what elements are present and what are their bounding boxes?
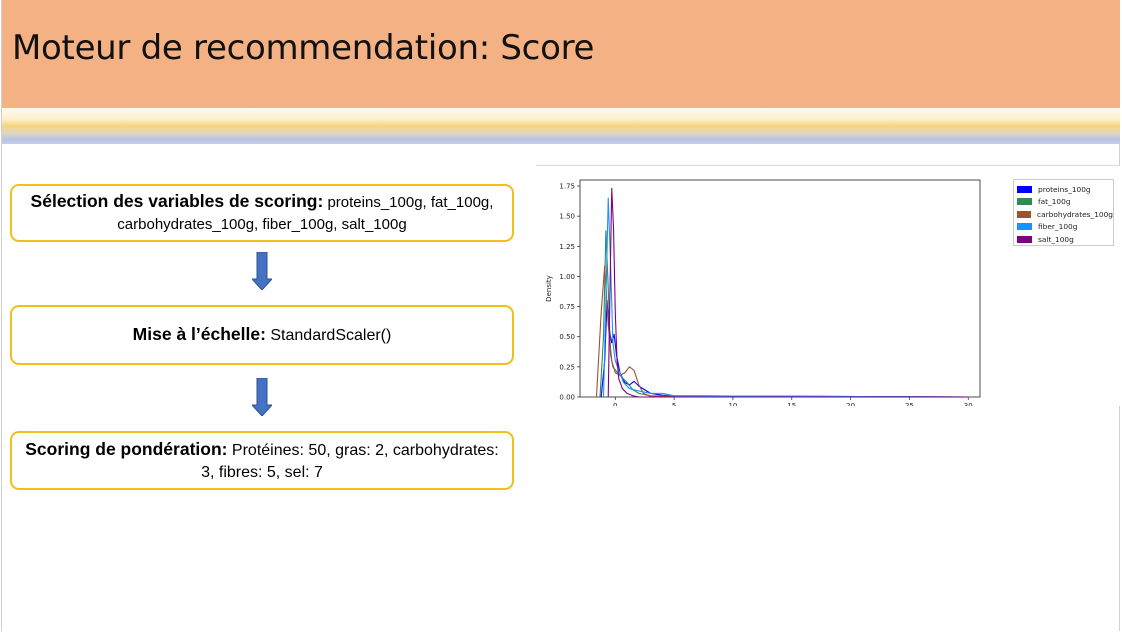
legend-label: salt_100g	[1038, 234, 1074, 244]
legend-item: salt_100g	[1017, 233, 1113, 246]
step-selection-text: proteins_100g, fat_100g, carbohydrates_1…	[117, 194, 494, 233]
y-tick-label: 1.00	[559, 273, 575, 281]
step-scaling: Mise à l’échelle: StandardScaler()	[10, 305, 514, 365]
legend-label: carbohydrates_100g	[1037, 209, 1113, 219]
density-line-proteins_100g	[600, 300, 969, 398]
x-tick-label: 15	[787, 402, 796, 406]
y-tick-label: 1.75	[559, 183, 575, 191]
y-tick-label: 0.25	[559, 363, 575, 371]
step-selection-label: Sélection des variables de scoring:	[30, 191, 324, 211]
legend-item: fiber_100g	[1017, 221, 1113, 234]
legend-label: fat_100g	[1038, 197, 1071, 207]
y-tick-label: 0.50	[559, 333, 575, 341]
plot-area	[579, 179, 981, 398]
slide-header: Moteur de recommendation: Score	[2, 0, 1120, 108]
density-chart-svg: 0 5 10 15 20 25 30 0.00 0.25 0.50 0.75 1.00 1.25 1.50…	[545, 179, 981, 406]
density-line-fiber_100g	[602, 197, 969, 398]
x-tick-label: 20	[846, 402, 855, 406]
step-weighting: Scoring de pondération: Protéines: 50, g…	[10, 431, 514, 490]
y-tick-label: 0.00	[559, 394, 575, 402]
step-scaling-text: StandardScaler()	[265, 327, 392, 344]
density-line-salt_100g	[607, 187, 969, 398]
legend-label: fiber_100g	[1038, 222, 1078, 232]
x-tick-label: 0	[613, 402, 617, 406]
legend-item: fat_100g	[1017, 196, 1113, 209]
legend-item: proteins_100g	[1017, 183, 1113, 196]
legend-swatch	[1017, 198, 1032, 206]
y-axis-label: Density	[545, 275, 553, 302]
step-weighting-label: Scoring de pondération:	[25, 438, 228, 459]
x-tick-label: 5	[672, 402, 676, 406]
legend-item: carbohydrates_100g	[1017, 208, 1113, 221]
legend-swatch	[1017, 210, 1032, 218]
y-tick-label: 1.25	[559, 243, 575, 251]
step-scaling-label: Mise à l’échelle:	[132, 324, 266, 344]
down-arrow-icon	[252, 252, 272, 290]
legend-label: proteins_100g	[1038, 184, 1091, 194]
density-line-fat_100g	[599, 230, 969, 398]
y-tick-label: 1.50	[559, 213, 575, 221]
legend-swatch	[1017, 185, 1032, 193]
legend-swatch	[1017, 235, 1032, 243]
legend-swatch	[1017, 223, 1032, 231]
decorative-gradient-band	[2, 108, 1120, 144]
y-tick-label: 0.75	[559, 303, 575, 311]
x-tick-label: 10	[728, 402, 737, 406]
slide-title: Moteur de recommendation: Score	[12, 28, 595, 68]
down-arrow-icon	[252, 378, 272, 416]
x-tick-label: 30	[964, 402, 973, 406]
step-variable-selection: Sélection des variables de scoring: prot…	[10, 184, 514, 242]
step-weighting-text: Protéines: 50, gras: 2, carbohydrates: 3…	[201, 441, 499, 481]
x-tick-label: 25	[905, 402, 914, 406]
